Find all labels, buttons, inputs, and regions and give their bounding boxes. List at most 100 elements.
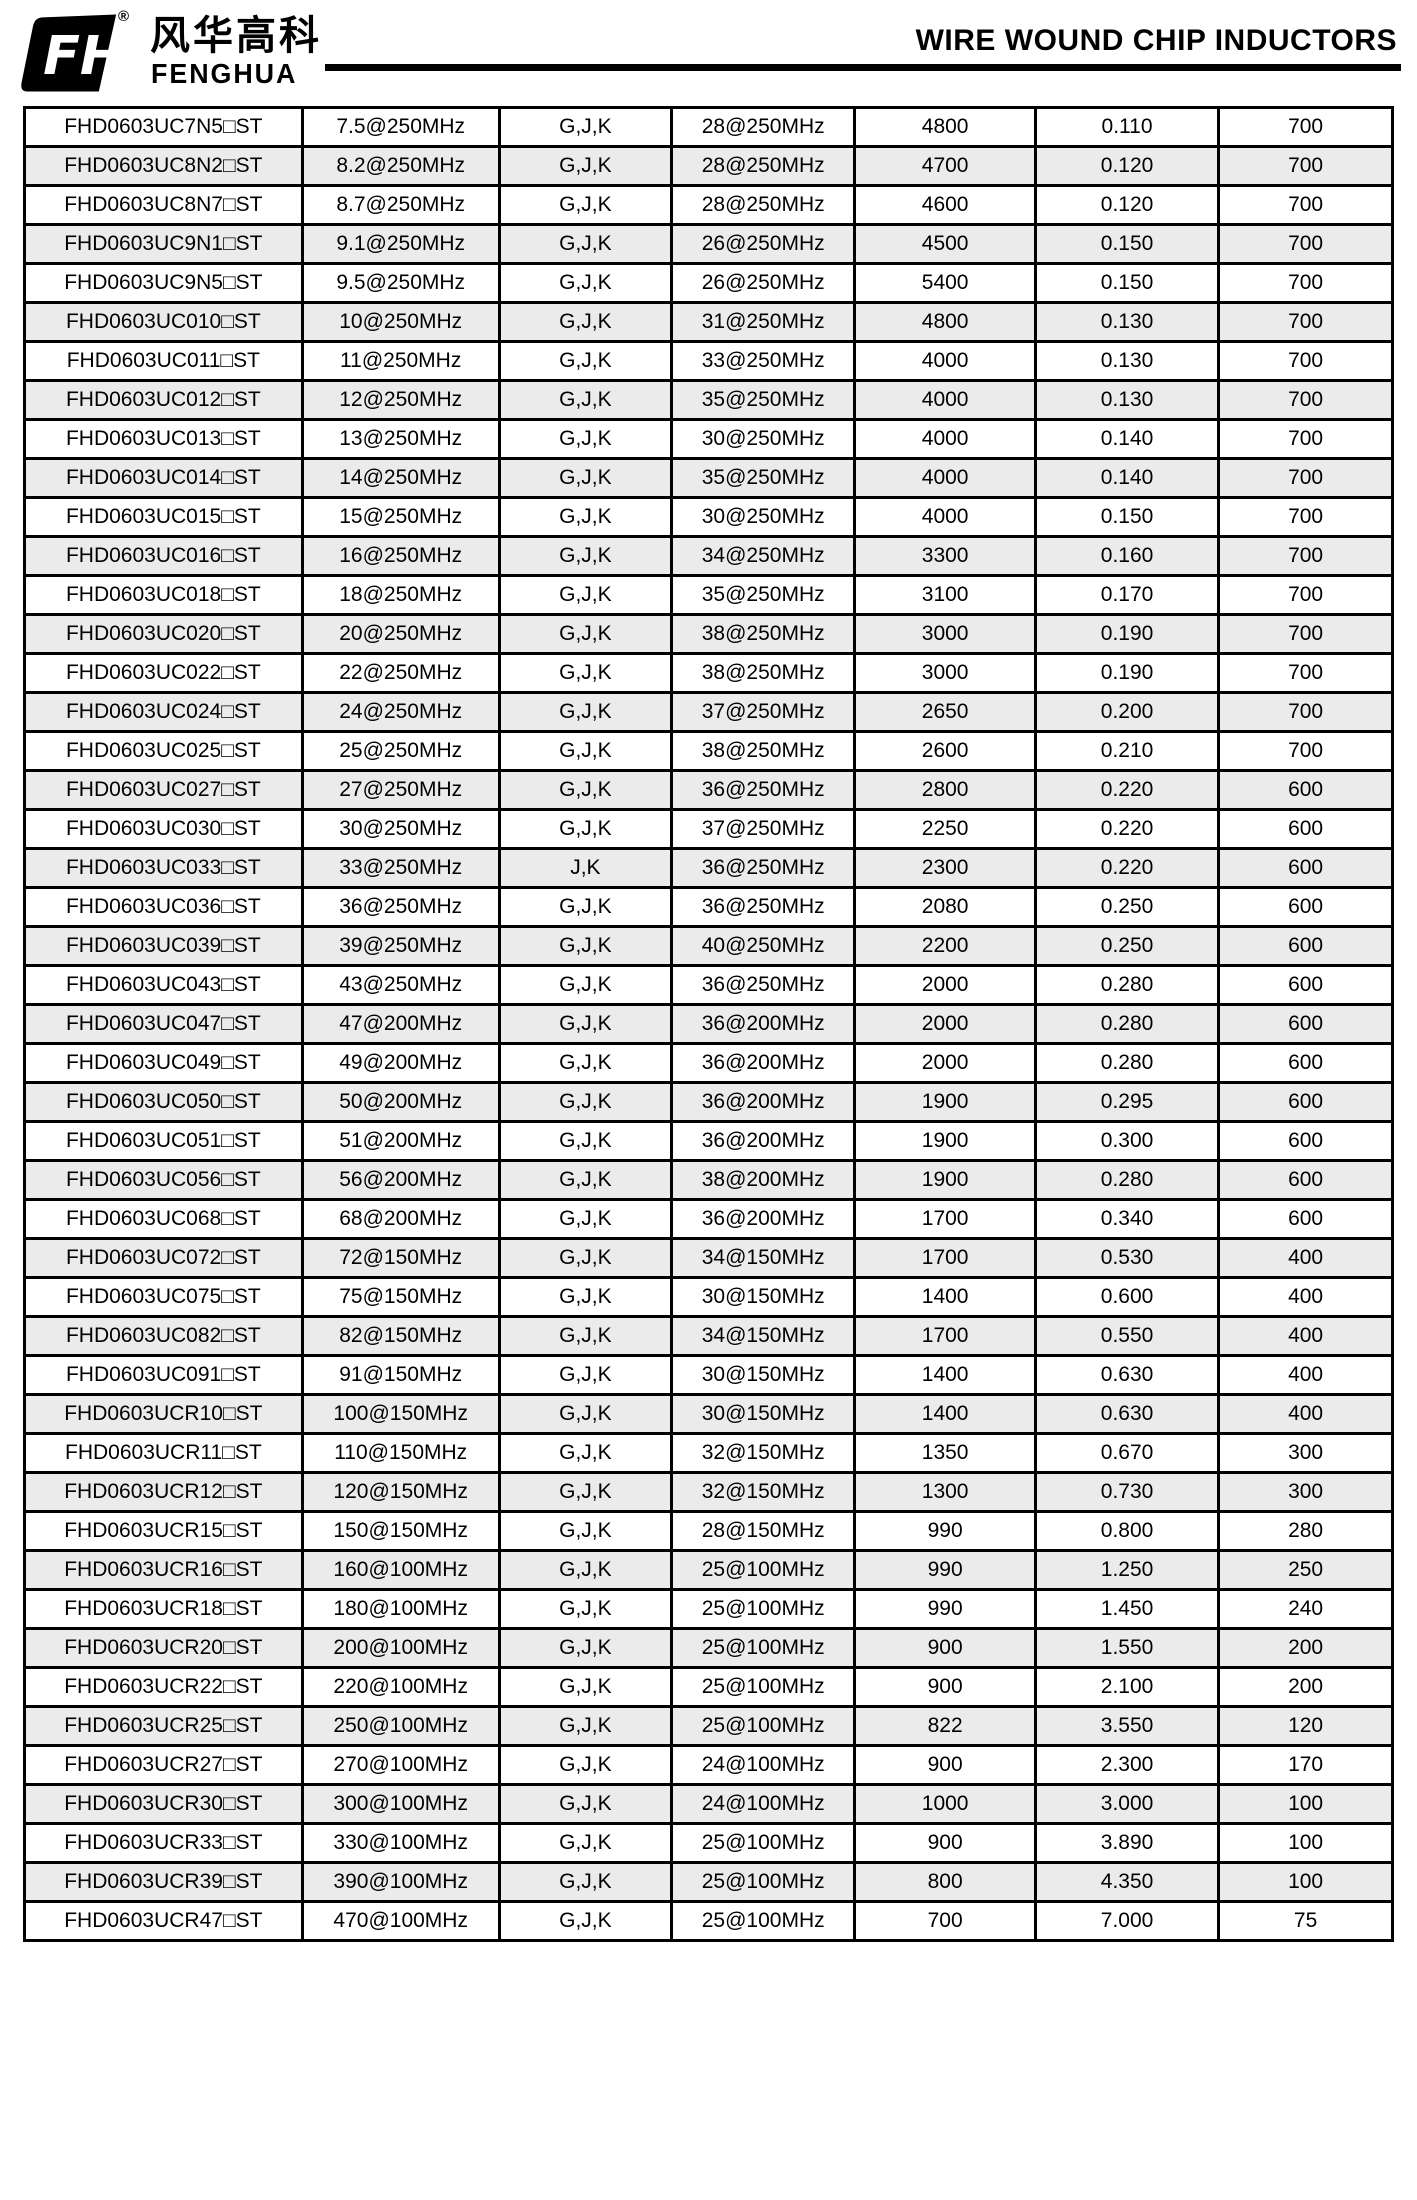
cell-inductance: 160@100MHz bbox=[300, 1549, 501, 1591]
table-row: FHD0603UC013□ST 13@250MHz G,J,K 30@250MHz 40… bbox=[23, 418, 1394, 460]
cell-tolerance: G,J,K bbox=[497, 1120, 674, 1162]
cell-dcr: 0.160 bbox=[1033, 535, 1221, 577]
cell-srf: 2300 bbox=[853, 847, 1037, 889]
cell-tolerance: G,J,K bbox=[497, 262, 674, 304]
table-row: FHD0603UC043□ST 43@250MHz G,J,K 36@250MHz 20… bbox=[23, 964, 1394, 1006]
table-row: FHD0603UCR11□ST 110@150MHz G,J,K 32@150MHz 1… bbox=[23, 1432, 1394, 1474]
cell-rated-current: 700 bbox=[1217, 457, 1394, 499]
cell-rated-current: 600 bbox=[1217, 1159, 1394, 1201]
cell-srf: 4500 bbox=[853, 223, 1037, 265]
cell-tolerance: G,J,K bbox=[497, 1432, 674, 1474]
cell-part-number: FHD0603UC9N5□ST bbox=[23, 262, 304, 304]
cell-inductance: 18@250MHz bbox=[300, 574, 501, 616]
cell-rated-current: 600 bbox=[1217, 808, 1394, 850]
table-row: FHD0603UC075□ST 75@150MHz G,J,K 30@150MHz 14… bbox=[23, 1276, 1394, 1318]
cell-dcr: 1.250 bbox=[1033, 1549, 1221, 1591]
cell-inductance: 8.2@250MHz bbox=[300, 145, 501, 187]
cell-srf: 900 bbox=[853, 1627, 1037, 1669]
table-row: FHD0603UC068□ST 68@200MHz G,J,K 36@200MHz 17… bbox=[23, 1198, 1394, 1240]
cell-rated-current: 400 bbox=[1217, 1276, 1394, 1318]
cell-q-factor: 25@100MHz bbox=[670, 1822, 857, 1864]
cell-tolerance: G,J,K bbox=[497, 964, 674, 1006]
cell-part-number: FHD0603UC012□ST bbox=[23, 379, 304, 421]
cell-inductance: 82@150MHz bbox=[300, 1315, 501, 1357]
table-row: FHD0603UC018□ST 18@250MHz G,J,K 35@250MHz 31… bbox=[23, 574, 1394, 616]
cell-tolerance: G,J,K bbox=[497, 301, 674, 343]
cell-q-factor: 35@250MHz bbox=[670, 457, 857, 499]
cell-inductance: 30@250MHz bbox=[300, 808, 501, 850]
table-row: FHD0603UCR47□ST 470@100MHz G,J,K 25@100MHz 7… bbox=[23, 1900, 1394, 1942]
cell-dcr: 0.550 bbox=[1033, 1315, 1221, 1357]
cell-srf: 2000 bbox=[853, 964, 1037, 1006]
cell-tolerance: G,J,K bbox=[497, 496, 674, 538]
cell-srf: 4700 bbox=[853, 145, 1037, 187]
cell-inductance: 12@250MHz bbox=[300, 379, 501, 421]
cell-tolerance: G,J,K bbox=[497, 1588, 674, 1630]
cell-dcr: 2.300 bbox=[1033, 1744, 1221, 1786]
cell-part-number: FHD0603UCR18□ST bbox=[23, 1588, 304, 1630]
cell-srf: 3000 bbox=[853, 613, 1037, 655]
cell-srf: 1700 bbox=[853, 1315, 1037, 1357]
cell-srf: 4600 bbox=[853, 184, 1037, 226]
cell-tolerance: G,J,K bbox=[497, 145, 674, 187]
cell-q-factor: 33@250MHz bbox=[670, 340, 857, 382]
table-row: FHD0603UC056□ST 56@200MHz G,J,K 38@200MHz 19… bbox=[23, 1159, 1394, 1201]
cell-inductance: 10@250MHz bbox=[300, 301, 501, 343]
table-row: FHD0603UC027□ST 27@250MHz G,J,K 36@250MHz 28… bbox=[23, 769, 1394, 811]
table-row: FHD0603UCR20□ST 200@100MHz G,J,K 25@100MHz 9… bbox=[23, 1627, 1394, 1669]
cell-dcr: 1.550 bbox=[1033, 1627, 1221, 1669]
cell-srf: 1400 bbox=[853, 1276, 1037, 1318]
cell-inductance: 150@150MHz bbox=[300, 1510, 501, 1552]
cell-dcr: 0.295 bbox=[1033, 1081, 1221, 1123]
cell-inductance: 24@250MHz bbox=[300, 691, 501, 733]
cell-tolerance: G,J,K bbox=[497, 1705, 674, 1747]
cell-rated-current: 100 bbox=[1217, 1822, 1394, 1864]
cell-inductance: 27@250MHz bbox=[300, 769, 501, 811]
cell-tolerance: G,J,K bbox=[497, 730, 674, 772]
cell-dcr: 0.150 bbox=[1033, 496, 1221, 538]
cell-srf: 1700 bbox=[853, 1198, 1037, 1240]
cell-inductance: 16@250MHz bbox=[300, 535, 501, 577]
cell-rated-current: 300 bbox=[1217, 1471, 1394, 1513]
table-row: FHD0603UCR12□ST 120@150MHz G,J,K 32@150MHz 1… bbox=[23, 1471, 1394, 1513]
cell-inductance: 91@150MHz bbox=[300, 1354, 501, 1396]
cell-part-number: FHD0603UC8N2□ST bbox=[23, 145, 304, 187]
cell-srf: 1400 bbox=[853, 1354, 1037, 1396]
cell-q-factor: 36@250MHz bbox=[670, 847, 857, 889]
cell-dcr: 0.340 bbox=[1033, 1198, 1221, 1240]
table-row: FHD0603UC051□ST 51@200MHz G,J,K 36@200MHz 19… bbox=[23, 1120, 1394, 1162]
cell-dcr: 0.600 bbox=[1033, 1276, 1221, 1318]
cell-tolerance: J,K bbox=[497, 847, 674, 889]
cell-q-factor: 30@150MHz bbox=[670, 1393, 857, 1435]
cell-rated-current: 600 bbox=[1217, 1120, 1394, 1162]
cell-part-number: FHD0603UCR16□ST bbox=[23, 1549, 304, 1591]
cell-rated-current: 120 bbox=[1217, 1705, 1394, 1747]
cell-dcr: 0.250 bbox=[1033, 886, 1221, 928]
cell-dcr: 0.280 bbox=[1033, 1003, 1221, 1045]
cell-inductance: 13@250MHz bbox=[300, 418, 501, 460]
inductor-spec-table-wrap: FHD0603UC7N5□ST 7.5@250MHz G,J,K 28@250MHz 4… bbox=[23, 106, 1394, 1942]
cell-inductance: 39@250MHz bbox=[300, 925, 501, 967]
cell-rated-current: 700 bbox=[1217, 730, 1394, 772]
cell-part-number: FHD0603UCR27□ST bbox=[23, 1744, 304, 1786]
cell-dcr: 0.800 bbox=[1033, 1510, 1221, 1552]
inductor-table-body: FHD0603UC7N5□ST 7.5@250MHz G,J,K 28@250MHz 4… bbox=[23, 106, 1394, 1942]
cell-dcr: 0.220 bbox=[1033, 808, 1221, 850]
cell-q-factor: 38@250MHz bbox=[670, 652, 857, 694]
table-row: FHD0603UCR27□ST 270@100MHz G,J,K 24@100MHz 9… bbox=[23, 1744, 1394, 1786]
cell-srf: 2250 bbox=[853, 808, 1037, 850]
cell-rated-current: 600 bbox=[1217, 847, 1394, 889]
cell-part-number: FHD0603UC050□ST bbox=[23, 1081, 304, 1123]
cell-tolerance: G,J,K bbox=[497, 1198, 674, 1240]
cell-srf: 3000 bbox=[853, 652, 1037, 694]
cell-q-factor: 25@100MHz bbox=[670, 1861, 857, 1903]
cell-dcr: 0.300 bbox=[1033, 1120, 1221, 1162]
table-row: FHD0603UC7N5□ST 7.5@250MHz G,J,K 28@250MHz 4… bbox=[23, 106, 1394, 148]
table-row: FHD0603UCR25□ST 250@100MHz G,J,K 25@100MHz 8… bbox=[23, 1705, 1394, 1747]
cell-srf: 800 bbox=[853, 1861, 1037, 1903]
cell-rated-current: 100 bbox=[1217, 1783, 1394, 1825]
cell-dcr: 0.210 bbox=[1033, 730, 1221, 772]
cell-q-factor: 37@250MHz bbox=[670, 691, 857, 733]
cell-tolerance: G,J,K bbox=[497, 340, 674, 382]
